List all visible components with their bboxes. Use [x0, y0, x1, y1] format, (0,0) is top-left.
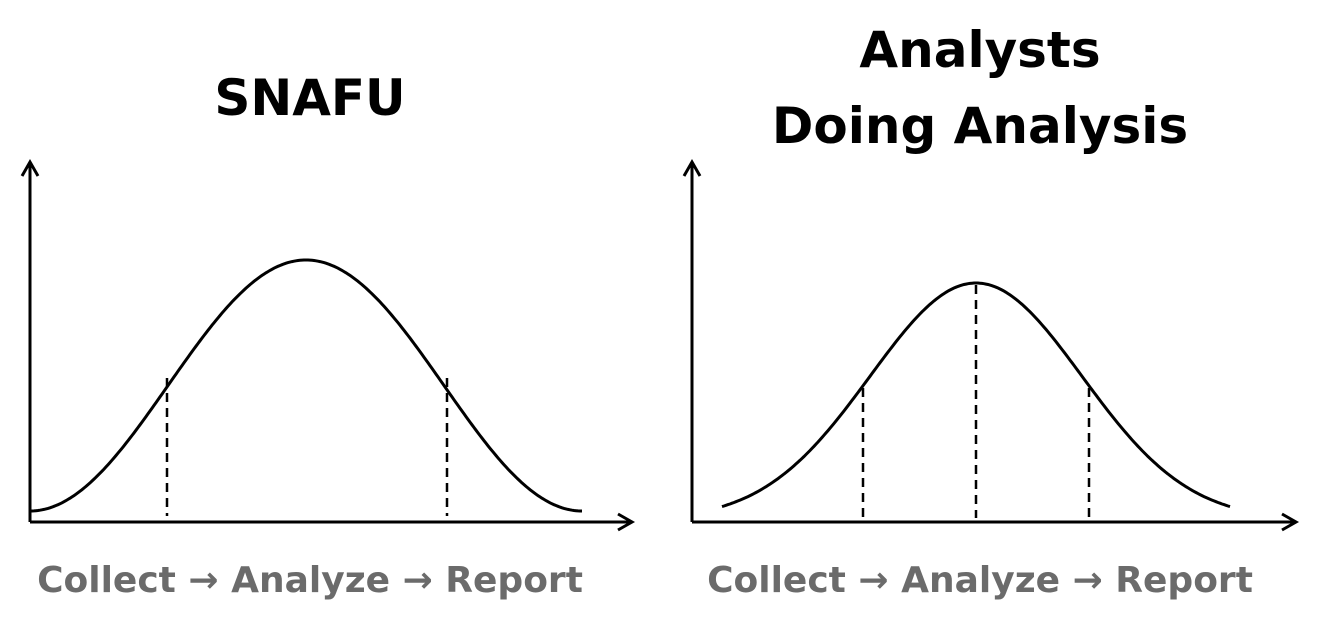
title: SNAFU: [214, 69, 405, 127]
axes: [20, 158, 636, 532]
curve: [30, 258, 582, 513]
curve: [721, 281, 1231, 509]
title-line: Doing Analysis: [772, 97, 1188, 155]
title-line: Analysts: [859, 21, 1100, 79]
axis-label: Collect → Analyze → Report: [37, 560, 583, 601]
axis-label: Collect → Analyze → Report: [707, 560, 1253, 601]
axes: [682, 158, 1300, 532]
